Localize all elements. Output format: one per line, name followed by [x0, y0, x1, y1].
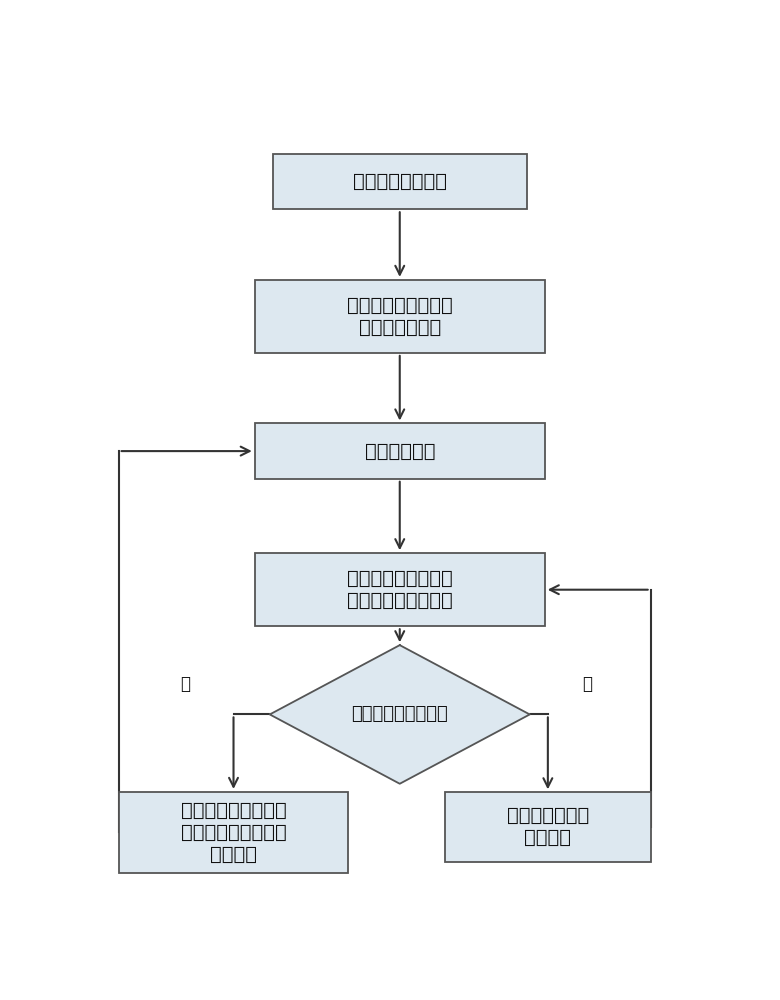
Text: 基于时间序列回归的
姿态跟踪得到下一帧
初始形状: 基于时间序列回归的 姿态跟踪得到下一帧 初始形状	[181, 801, 286, 864]
Text: 人脸姿态估计: 人脸姿态估计	[364, 442, 435, 461]
Text: 否: 否	[582, 675, 592, 693]
Text: 重初始化机制人
脸重检测: 重初始化机制人 脸重检测	[507, 806, 589, 847]
FancyBboxPatch shape	[273, 154, 526, 209]
FancyBboxPatch shape	[254, 553, 544, 626]
Text: 基于多视角级联形状
回归的人脸形状预测: 基于多视角级联形状 回归的人脸形状预测	[347, 569, 452, 610]
FancyBboxPatch shape	[119, 792, 349, 873]
Text: 是: 是	[180, 675, 190, 693]
Text: 人脸跟踪测试视频: 人脸跟踪测试视频	[353, 172, 447, 191]
FancyBboxPatch shape	[445, 792, 651, 862]
FancyBboxPatch shape	[254, 423, 544, 479]
FancyBboxPatch shape	[254, 280, 544, 353]
Polygon shape	[270, 645, 530, 784]
Text: 对当前帧画面进行结
合配准人脸检测: 对当前帧画面进行结 合配准人脸检测	[347, 296, 452, 337]
Text: 拟合分数＞预设阈值: 拟合分数＞预设阈值	[351, 705, 448, 723]
